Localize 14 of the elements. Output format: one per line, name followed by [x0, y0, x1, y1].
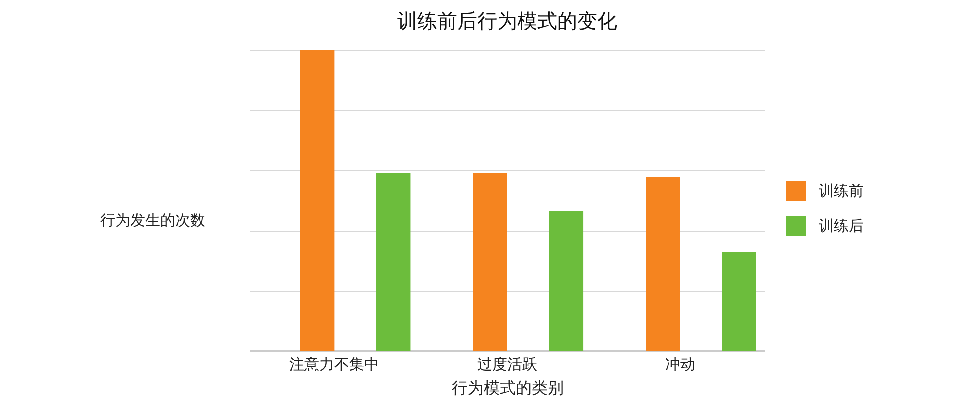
- bar: [300, 50, 335, 351]
- bar: [549, 211, 584, 351]
- bar: [473, 173, 508, 351]
- x-tick-label: 注意力不集中: [290, 356, 380, 374]
- x-tick-label: 冲动: [665, 356, 696, 374]
- x-tick-label: 过度活跃: [478, 356, 538, 374]
- legend-label: 训练前: [819, 182, 864, 200]
- chart-title: 训练前后行为模式的变化: [398, 9, 618, 33]
- y-axis-title: 行为发生的次数: [100, 212, 206, 230]
- x-axis-title: 行为模式的类别: [452, 378, 564, 398]
- legend-label: 训练后: [819, 217, 864, 235]
- bar: [376, 173, 411, 351]
- bar: [722, 252, 756, 351]
- bar: [646, 177, 680, 351]
